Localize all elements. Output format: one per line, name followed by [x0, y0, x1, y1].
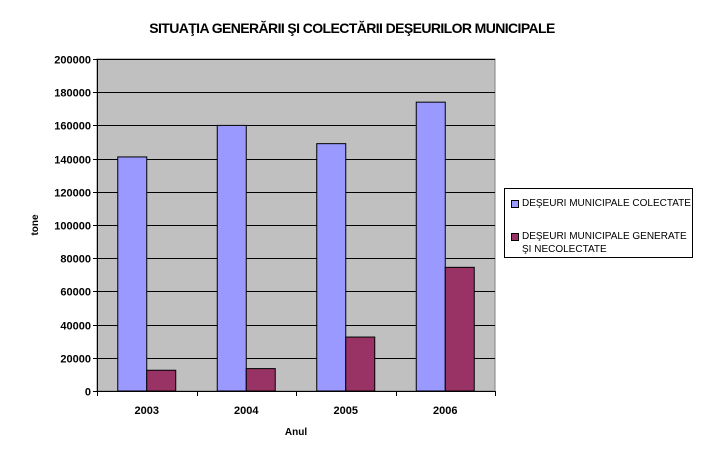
- legend-label-colectate: DEŞEURI MUNICIPALE COLECTATE: [522, 198, 691, 209]
- legend-swatch-necolectate: [511, 233, 519, 241]
- legend-swatch-colectate: [511, 200, 519, 208]
- y-tick-label: 180000: [54, 88, 91, 100]
- y-tick-label: 40000: [60, 321, 91, 333]
- bar-colectate-2006: [415, 101, 446, 392]
- bars: [117, 101, 475, 392]
- y-tick-label: 60000: [60, 287, 91, 299]
- x-axis-label: Anul: [285, 427, 307, 438]
- chart-title: SITUAŢIA GENERĂRII ŞI COLECTĂRII DEŞEURI…: [149, 20, 555, 36]
- x-tick-label: 2005: [334, 405, 358, 417]
- bar-colectate-2004: [216, 124, 247, 392]
- y-tick-labels: 0 20000 40000 60000 80000 100000 120000 140000 1…: [54, 55, 97, 399]
- legend: DEŞEURI MUNICIPALE COLECTATE DEŞEURI MUN…: [504, 188, 693, 258]
- y-axis-label: tone: [30, 214, 41, 236]
- x-tick-label: 2003: [135, 405, 159, 417]
- bar-necolectate-2004: [245, 368, 276, 392]
- y-tick-label: 120000: [54, 188, 91, 200]
- y-tick-label: 100000: [54, 221, 91, 233]
- x-tick-label: 2004: [234, 405, 259, 417]
- bar-necolectate-2006: [444, 266, 475, 392]
- bar-colectate-2003: [117, 156, 148, 392]
- y-tick-label: 200000: [54, 55, 91, 67]
- bar-colectate-2005: [316, 143, 347, 392]
- bar-necolectate-2005: [345, 336, 376, 392]
- y-tick-label: 140000: [54, 155, 91, 167]
- y-tick-label: 0: [85, 387, 91, 399]
- legend-label-necolectate: DEŞEURI MUNICIPALE GENERATE ŞI NECOLECTA…: [522, 231, 687, 255]
- y-tick-label: 160000: [54, 121, 91, 133]
- y-tick-label: 80000: [60, 254, 91, 266]
- x-tick-label: 2006: [433, 405, 457, 417]
- y-tick-label: 20000: [60, 354, 91, 366]
- bar-necolectate-2003: [146, 369, 177, 392]
- x-tick-labels: 2003 2004 2005 2006: [97, 391, 496, 417]
